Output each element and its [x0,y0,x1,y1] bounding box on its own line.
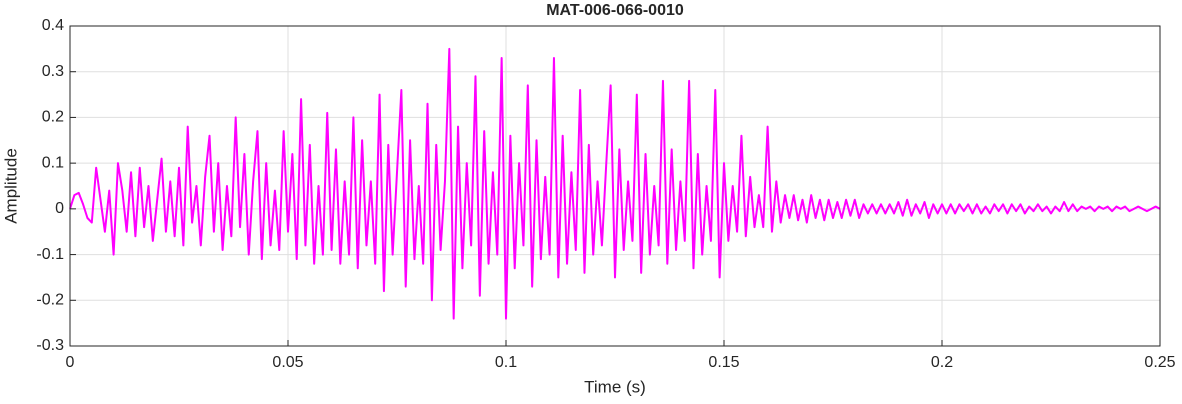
x-tick-label: 0.2 [931,354,953,371]
chart-title: MAT-006-066-0010 [546,2,684,19]
y-tick-label: 0.3 [42,63,64,80]
y-tick-label: 0.4 [42,17,64,34]
y-axis-label: Amplitude [1,148,20,224]
x-tick-label: 0.15 [708,354,739,371]
y-tick-label: -0.1 [36,246,64,263]
plot-area [69,47,1161,320]
y-tick-label: 0.2 [42,109,64,126]
x-axis-label: Time (s) [584,377,646,396]
x-tick-label: 0.05 [272,354,303,371]
y-tick-label: 0 [55,200,64,217]
x-tick-label: 0.1 [495,354,517,371]
x-tick-label: 0.25 [1144,354,1175,371]
waveform-line [69,47,1161,320]
y-tick-label: 0.1 [42,154,64,171]
axes-box [69,25,1161,347]
y-tick-label: -0.3 [36,337,64,354]
x-tick-label: 0 [66,354,75,371]
y-tick-label: -0.2 [36,292,64,309]
